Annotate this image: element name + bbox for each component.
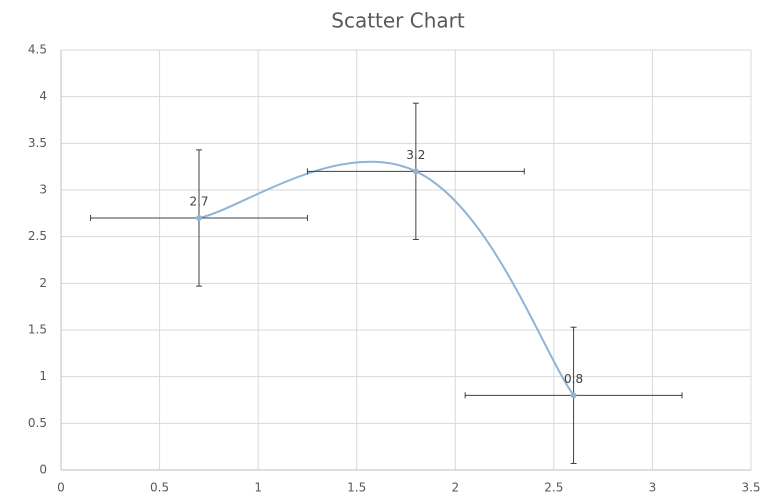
y-tick-label: 0.5 — [28, 416, 47, 430]
y-tick-label: 3 — [39, 183, 47, 197]
y-tick-label: 0 — [39, 463, 47, 477]
x-tick-label: 2.5 — [544, 481, 563, 495]
x-tick-label: 3 — [649, 481, 657, 495]
x-tick-label: 2 — [451, 481, 459, 495]
data-label: 3.2 — [406, 148, 425, 162]
y-tick-label: 1.5 — [28, 323, 47, 337]
x-tick-label: 0 — [57, 481, 65, 495]
y-tick-label: 1 — [39, 369, 47, 383]
chart-title: Scatter Chart — [331, 9, 465, 33]
data-label: 2.7 — [189, 195, 208, 209]
y-tick-label: 4.5 — [28, 43, 47, 57]
x-tick-label: 1 — [254, 481, 262, 495]
y-tick-label: 3.5 — [28, 136, 47, 150]
x-tick-label: 3.5 — [741, 481, 760, 495]
x-tick-label: 1.5 — [347, 481, 366, 495]
point — [570, 392, 577, 399]
y-tick-label: 2 — [39, 276, 47, 290]
y-tick-label: 2.5 — [28, 229, 47, 243]
x-tick-label: 0.5 — [150, 481, 169, 495]
point — [412, 168, 419, 175]
point — [196, 215, 202, 221]
y-tick-label: 4 — [39, 89, 47, 103]
data-label: 0.8 — [564, 372, 583, 386]
